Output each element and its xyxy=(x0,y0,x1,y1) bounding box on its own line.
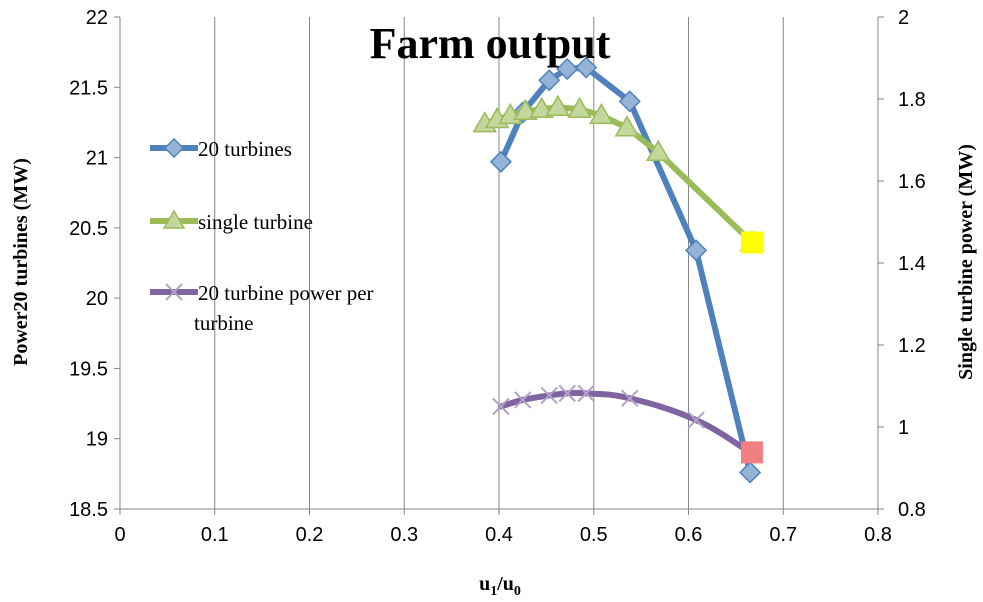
legend-item-single-turbine: single turbine xyxy=(150,209,313,234)
data-point-single-turbine xyxy=(545,94,571,116)
legend-marker-20-turbines xyxy=(163,137,185,159)
data-point-single-turbine xyxy=(589,102,614,125)
series-line-single-turbine xyxy=(481,104,755,246)
tick-labels: 0 0.1 0.2 0.3 0.4 0.5 0.6 0.7 0.818.51919.52020.… xyxy=(69,7,926,546)
data-point-single-turbine xyxy=(645,139,671,162)
x-axis-title-main: u xyxy=(479,573,490,595)
y2-tick-label: 1.6 xyxy=(898,171,926,193)
y2-tick-label: 1.4 xyxy=(898,253,926,275)
x-tick-label: 0.7 xyxy=(769,524,797,546)
axes xyxy=(114,16,884,515)
data-point-20-turbine-power-per-turbine xyxy=(558,384,576,403)
y2-tick-label: 1.8 xyxy=(898,89,926,111)
y2-tick-label: 2 xyxy=(898,7,909,29)
chart-title: Farm output xyxy=(370,19,611,68)
endpoint-marker xyxy=(740,231,763,254)
x-tick-label: 0.5 xyxy=(580,524,608,546)
legend-marker-per-turbine xyxy=(165,283,183,301)
y2-axis-title: Single turbine power (MW) xyxy=(955,144,977,380)
x-tick-label: 0.1 xyxy=(201,524,229,546)
y-tick-label: 20.5 xyxy=(69,218,108,240)
x-tick-label: 0.6 xyxy=(675,524,703,546)
y2-tick-label: 1 xyxy=(898,417,909,439)
x-axis-title: u1/u0 xyxy=(479,573,521,599)
x-axis-title-sep: /u xyxy=(496,573,514,595)
series-line-20-turbine-power-per-turbine xyxy=(497,389,754,456)
data-point-20-turbine-power-per-turbine xyxy=(621,389,639,408)
legend-item-per-turbine: 20 turbine power per turbine xyxy=(150,281,374,335)
x-axis-title-sub1: 1 xyxy=(490,584,497,599)
data-point-20-turbine-power-per-turbine xyxy=(687,411,705,429)
y-axis-title: Power20 turbines (MW) xyxy=(10,158,32,366)
data-point-20-turbine-power-per-turbine xyxy=(540,386,558,405)
y2-tick-label: 1.2 xyxy=(898,335,926,357)
x-tick-label: 0.4 xyxy=(485,524,513,546)
data-point-single-turbine xyxy=(614,115,640,137)
data-point-20-turbines xyxy=(575,56,598,79)
data-point-single-turbine xyxy=(513,98,538,121)
legend-label-20-turbines: 20 turbines xyxy=(198,137,292,161)
y-tick-label: 22 xyxy=(86,7,108,29)
y-tick-label: 18.5 xyxy=(69,499,108,521)
data-point-20-turbines xyxy=(618,90,641,113)
x-tick-label: 0.3 xyxy=(390,524,418,546)
legend: 20 turbines single turbine 20 turbine po… xyxy=(150,137,374,335)
data-point-20-turbines xyxy=(538,69,561,92)
data-point-20-turbine-power-per-turbine xyxy=(577,384,595,403)
data-point-20-turbines xyxy=(489,150,512,173)
data-point-20-turbine-power-per-turbine xyxy=(513,391,532,409)
data-point-20-turbines xyxy=(556,57,579,81)
x-tick-label: 0 xyxy=(114,524,125,546)
legend-marker-single-turbine xyxy=(162,209,186,229)
y2-tick-label: 0.8 xyxy=(898,499,926,521)
legend-label-per-turbine-line2: turbine xyxy=(194,311,253,335)
y-tick-label: 19.5 xyxy=(69,358,108,380)
data-point-single-turbine xyxy=(529,96,554,118)
data-point-20-turbine-power-per-turbine xyxy=(492,397,510,416)
series-layer xyxy=(472,56,765,484)
grid-lines xyxy=(119,17,879,509)
legend-label-per-turbine: 20 turbine power per turbine xyxy=(194,281,374,335)
data-point-20-turbines xyxy=(739,461,762,484)
data-point-20-turbines xyxy=(685,239,708,262)
x-tick-label: 0.2 xyxy=(296,524,324,546)
legend-item-20-turbines: 20 turbines xyxy=(150,137,292,161)
y-tick-label: 21 xyxy=(86,148,108,170)
legend-label-single-turbine: single turbine xyxy=(198,210,313,234)
y-tick-label: 19 xyxy=(86,429,108,451)
endpoint-marker xyxy=(740,441,763,464)
legend-label-per-turbine-line1: 20 turbine power per xyxy=(198,281,374,305)
y-tick-label: 20 xyxy=(86,288,108,310)
y-tick-label: 21.5 xyxy=(69,77,108,99)
data-point-single-turbine xyxy=(567,96,592,118)
x-tick-label: 0.8 xyxy=(864,524,892,546)
x-axis-title-sub0: 0 xyxy=(514,584,521,599)
